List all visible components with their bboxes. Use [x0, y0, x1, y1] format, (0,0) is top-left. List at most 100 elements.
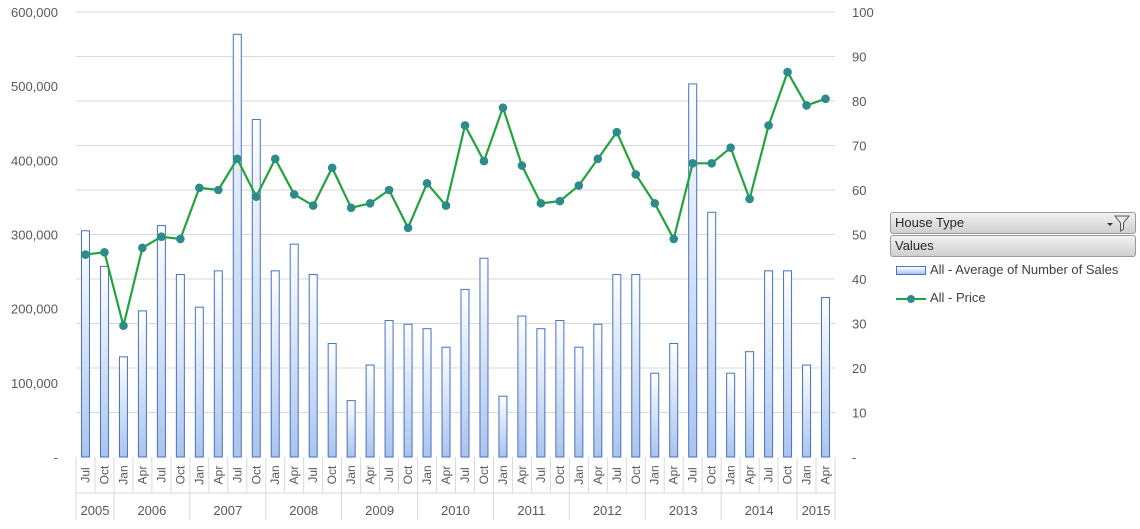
bar [745, 351, 755, 458]
month-label: Jan [420, 465, 434, 484]
price-point [517, 161, 527, 170]
right-tick-label: 10 [852, 406, 866, 421]
bar [460, 288, 470, 458]
price-point [270, 154, 280, 164]
bar [498, 395, 508, 458]
month-label: Jan [116, 465, 130, 484]
price-point [365, 199, 375, 208]
bar [821, 297, 831, 458]
price-point [214, 185, 223, 195]
month-label: Apr [819, 466, 833, 485]
bar [175, 274, 185, 458]
month-label: Oct [173, 465, 187, 484]
right-tick-label: 70 [852, 139, 866, 154]
price-point [441, 201, 451, 210]
price-line [85, 70, 826, 327]
price-point [479, 156, 489, 166]
bar [232, 33, 242, 458]
month-label: Oct [781, 465, 795, 484]
right-tick-label: 80 [852, 94, 866, 109]
month-label: Apr [135, 466, 149, 485]
month-label: Apr [439, 466, 453, 485]
price-point [308, 201, 318, 210]
price-point [289, 190, 299, 199]
price-point [327, 163, 337, 173]
bar [422, 328, 432, 458]
bar [764, 270, 774, 458]
x-axis: Jul Oct Jan Apr Jul Oct Jan Apr Jul Oct Jan Apr Jul O… [75, 457, 836, 520]
left-tick-label: 300,000 [11, 228, 58, 243]
line-series [81, 67, 830, 331]
bar [327, 343, 337, 458]
year-label: 2010 [441, 503, 470, 518]
right-tick-label: 50 [852, 228, 866, 243]
price-point [669, 234, 679, 244]
right-tick-label: 40 [852, 272, 866, 287]
month-label: Oct [705, 465, 719, 484]
year-label: 2006 [137, 503, 166, 518]
month-label: Apr [211, 466, 225, 485]
bar [707, 211, 717, 458]
price-point [100, 248, 109, 257]
month-label: Jan [724, 465, 738, 484]
bar [365, 364, 375, 458]
price-point [232, 154, 242, 164]
price-point [764, 121, 773, 130]
values-label: Values [895, 238, 934, 253]
left-axis: - 100,000 200,000 300,000 400,000 500,000 600,… [11, 5, 58, 465]
month-label: Oct [629, 465, 643, 484]
month-label: Jul [154, 467, 168, 482]
year-label: 2014 [745, 503, 774, 518]
left-tick-label: 200,000 [11, 302, 58, 317]
bar [688, 83, 698, 458]
month-label: Apr [591, 466, 605, 485]
price-point [176, 234, 185, 244]
right-tick-label: 60 [852, 183, 866, 198]
bar [593, 323, 603, 458]
year-label: 2012 [593, 503, 622, 518]
month-label: Jul [382, 467, 396, 482]
month-label: Oct [249, 465, 263, 484]
month-label: Jan [648, 465, 662, 484]
price-point [384, 185, 394, 195]
price-point [555, 196, 565, 206]
month-label: Apr [743, 466, 757, 485]
legend-bar-swatch [896, 266, 926, 276]
price-point [574, 181, 584, 190]
month-label: Oct [553, 465, 567, 484]
left-tick-label: 500,000 [11, 79, 58, 94]
bar [669, 343, 679, 458]
legend-price-label: All - Price [930, 290, 986, 305]
price-point [460, 121, 470, 130]
month-label: Jan [572, 465, 586, 484]
bar [156, 225, 166, 458]
month-label: Apr [515, 466, 529, 485]
month-label: Oct [97, 465, 111, 484]
left-tick-label: 100,000 [11, 376, 58, 391]
filter-dropdown-icon[interactable] [1105, 214, 1131, 232]
price-point [726, 143, 735, 153]
year-label: 2008 [289, 503, 318, 518]
bar [536, 328, 546, 458]
left-tick-label: 600,000 [11, 5, 58, 20]
price-point [650, 199, 660, 208]
month-label: Jul [762, 467, 776, 482]
left-tick-label: 400,000 [11, 153, 58, 168]
price-point [707, 159, 716, 168]
price-point [346, 203, 356, 213]
price-point [783, 67, 792, 77]
house-type-field-button[interactable]: House Type [890, 212, 1136, 234]
bar [783, 270, 793, 458]
price-point [422, 179, 432, 188]
bar [99, 265, 109, 458]
price-point [157, 232, 166, 242]
right-tick-label: 90 [852, 50, 866, 65]
bar [574, 346, 584, 458]
values-field-button[interactable]: Values [890, 235, 1136, 257]
bar [289, 243, 299, 458]
bar [80, 230, 90, 458]
price-point [498, 103, 508, 112]
month-label: Jul [230, 467, 244, 482]
month-label: Jan [496, 465, 510, 484]
